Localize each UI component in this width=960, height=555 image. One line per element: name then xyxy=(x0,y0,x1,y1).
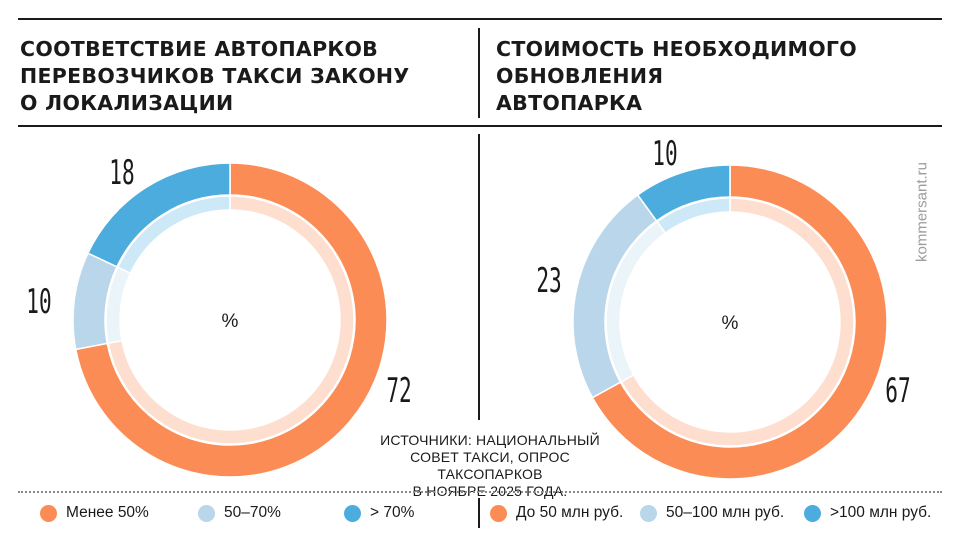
legend-separator xyxy=(478,498,480,528)
legend-swatch-blue xyxy=(804,504,821,522)
slice-value-label: 18 xyxy=(109,153,134,193)
legend-item-left-2: 50–70% xyxy=(198,501,281,525)
legend-label: 50–70% xyxy=(224,504,281,521)
legend-swatch-orange xyxy=(40,504,57,522)
slice-value-label: 72 xyxy=(386,371,411,411)
top-rule xyxy=(18,18,942,20)
donut-slice-fb8c55 xyxy=(74,162,388,478)
legend-item-right-1: До 50 млн руб. xyxy=(490,501,623,525)
legend-label: Менее 50% xyxy=(66,504,149,521)
chart-left: 72 10 18% xyxy=(26,153,412,478)
percent-label: % xyxy=(222,311,239,332)
legend-swatch-light-blue xyxy=(198,504,215,522)
donut-inner-slice-4dacde xyxy=(116,195,231,275)
chart-divider xyxy=(478,134,480,420)
chart-title-left: СООТВЕТСТВИЕ АВТОПАРКОВ ПЕРЕВОЗЧИКОВ ТАК… xyxy=(20,37,410,115)
legend-item-left-1: Менее 50% xyxy=(40,501,149,525)
legend-label: 50–100 млн руб. xyxy=(666,504,785,521)
title-rule xyxy=(18,125,942,127)
legend-label: >100 млн руб. xyxy=(830,504,932,521)
slice-value-label: 67 xyxy=(885,371,910,411)
legend-swatch-light-blue xyxy=(640,504,657,522)
legend-swatch-orange xyxy=(490,504,507,522)
chart-right: 67 23 10% xyxy=(536,134,911,480)
legend-item-right-2: 50–100 млн руб. xyxy=(640,501,784,525)
legend-divider xyxy=(18,491,942,493)
source-note: ИСТОЧНИКИ: НАЦИОНАЛЬНЫЙ СОВЕТ ТАКСИ, ОПР… xyxy=(380,432,600,499)
slice-value-label: 10 xyxy=(652,134,677,174)
donut-slice-4dacde xyxy=(86,162,231,268)
legend-item-left-3: > 70% xyxy=(344,501,414,525)
legend-item-right-3: >100 млн руб. xyxy=(804,501,931,525)
legend-swatch-blue xyxy=(344,504,361,522)
slice-value-label: 10 xyxy=(26,282,51,322)
legend-label: До 50 млн руб. xyxy=(516,504,624,521)
donut-inner-slice-4dacde xyxy=(656,197,731,235)
percent-label: % xyxy=(722,313,739,334)
slice-value-label: 23 xyxy=(536,261,561,301)
header-divider xyxy=(478,28,480,118)
chart-title-right: СТОИМОСТЬ НЕОБХОДИМОГО ОБНОВЛЕНИЯ АВТОПА… xyxy=(496,37,858,115)
donut-slice-fb8c55 xyxy=(591,164,888,480)
donut-slice-4dacde xyxy=(636,164,731,222)
legend-label: > 70% xyxy=(370,504,415,521)
watermark: kommersant.ru xyxy=(913,161,931,263)
